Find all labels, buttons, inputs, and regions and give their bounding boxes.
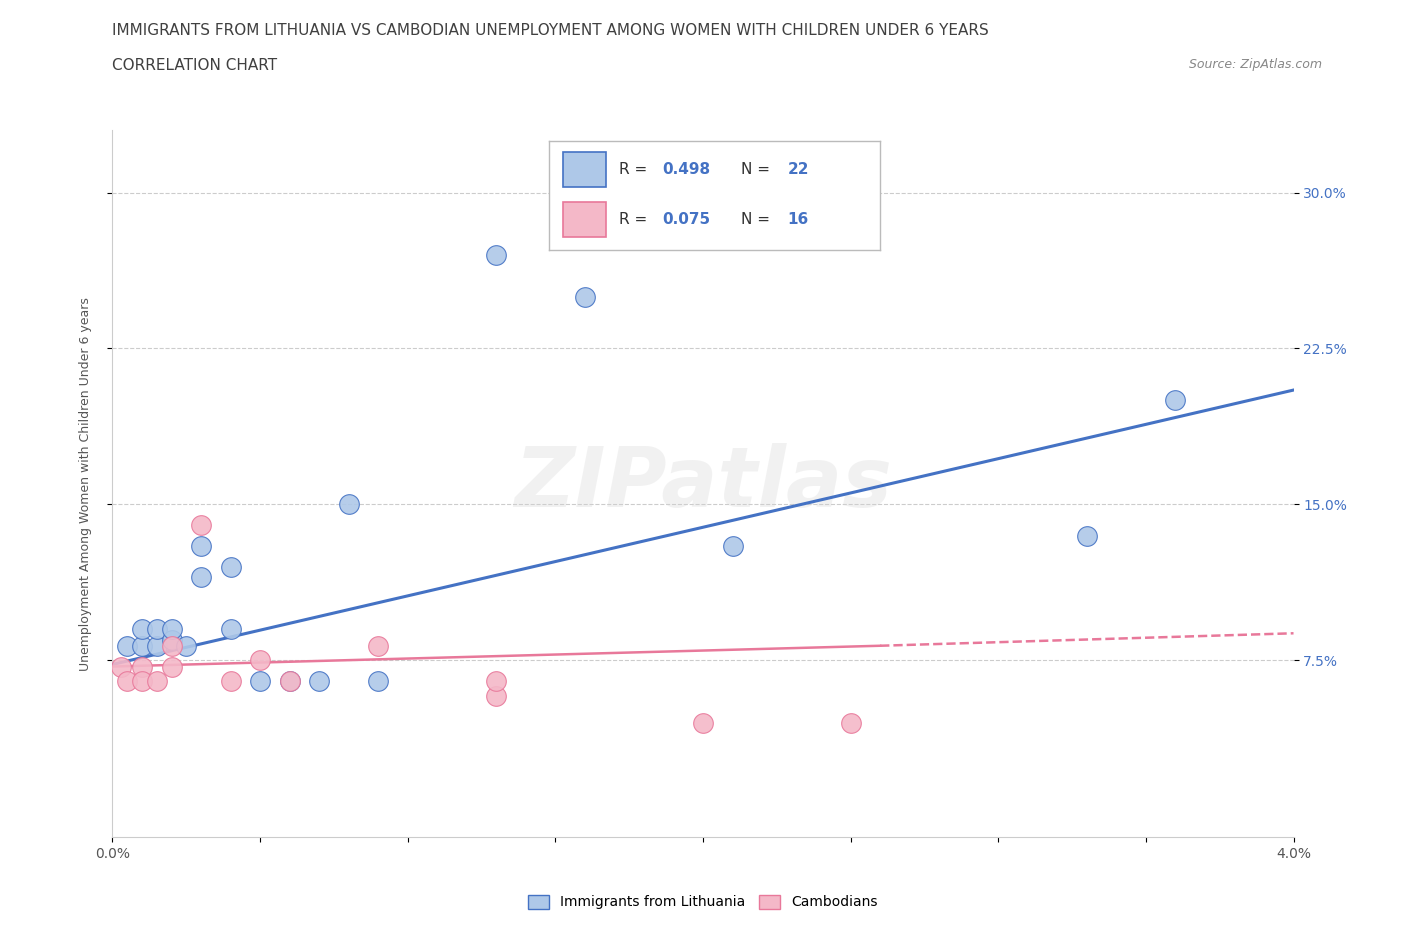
Point [574,289,596,304]
Point [160,621,183,636]
Point [117,638,138,653]
Text: ZIPatlas: ZIPatlas [515,443,891,525]
Point [219,621,242,636]
Point [337,497,360,512]
Point [190,538,212,553]
Point [160,659,183,674]
Point [278,673,301,688]
Point [131,638,153,653]
Point [485,673,508,688]
Point [131,659,153,674]
Text: Source: ZipAtlas.com: Source: ZipAtlas.com [1188,58,1322,71]
Point [367,673,389,688]
Point [110,659,132,674]
Point [190,518,212,533]
Point [146,673,169,688]
Point [146,638,169,653]
Point [117,673,138,688]
Point [190,570,212,585]
Point [160,638,183,653]
Point [485,247,508,262]
Point [249,653,271,668]
Legend: Immigrants from Lithuania, Cambodians: Immigrants from Lithuania, Cambodians [523,889,883,915]
Point [1076,528,1098,543]
Point [692,715,714,730]
Point [1164,393,1187,408]
Point [160,632,183,647]
Point [131,673,153,688]
Text: CORRELATION CHART: CORRELATION CHART [112,58,277,73]
Point [219,673,242,688]
Point [278,673,301,688]
Point [249,673,271,688]
Point [308,673,330,688]
Point [485,688,508,703]
Y-axis label: Unemployment Among Women with Children Under 6 years: Unemployment Among Women with Children U… [79,297,91,671]
Point [721,538,744,553]
Point [367,638,389,653]
Point [839,715,862,730]
Text: IMMIGRANTS FROM LITHUANIA VS CAMBODIAN UNEMPLOYMENT AMONG WOMEN WITH CHILDREN UN: IMMIGRANTS FROM LITHUANIA VS CAMBODIAN U… [112,23,990,38]
Point [131,621,153,636]
Point [174,638,197,653]
Point [219,559,242,574]
Point [146,621,169,636]
